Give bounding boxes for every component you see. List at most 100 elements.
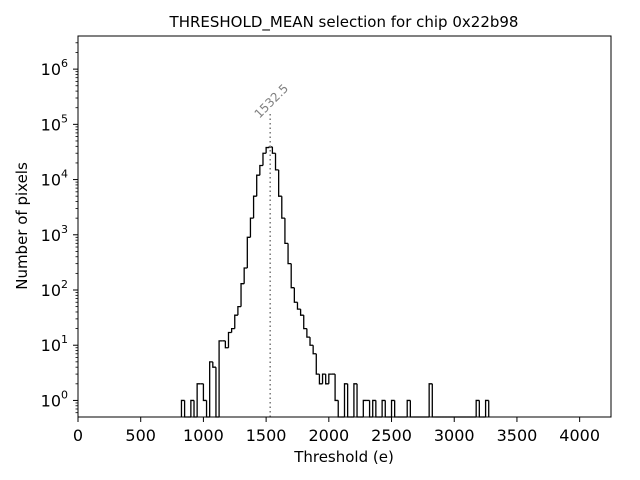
plot-area: 1532.5 (180, 81, 490, 418)
histogram-bin (271, 146, 276, 154)
histogram-bin (484, 399, 489, 417)
y-tick-label: 104 (41, 168, 68, 190)
histogram-bin (346, 383, 351, 418)
histogram-bin (278, 169, 282, 197)
histogram-bin (190, 399, 195, 417)
histogram-bin (281, 196, 285, 219)
histogram-bin (406, 399, 411, 417)
histogram-bin (243, 267, 248, 284)
histogram-bin (259, 164, 263, 176)
y-tick-base: 10 (41, 336, 61, 355)
y-tick-base: 10 (41, 226, 61, 245)
y-tick-label: 105 (41, 112, 68, 134)
x-tick-label: 2000 (308, 426, 349, 445)
histogram-bin (224, 340, 229, 349)
histogram-bin (287, 243, 292, 265)
x-tick-label: 4000 (559, 426, 600, 445)
histogram-bin (390, 399, 395, 417)
histogram-bin (212, 361, 216, 368)
histogram-bin (312, 345, 317, 355)
x-tick-label: 500 (125, 426, 156, 445)
histogram-bin (290, 263, 295, 289)
y-tick-base: 10 (41, 60, 61, 79)
y-tick-base: 10 (41, 391, 61, 410)
histogram-bin (284, 218, 289, 244)
histogram-bin (381, 399, 386, 417)
histogram-bin (375, 400, 379, 418)
histogram-bin (362, 399, 367, 417)
y-tick-label: 106 (41, 57, 68, 79)
y-tick-label: 102 (41, 278, 68, 300)
x-tick-label: 3500 (497, 426, 538, 445)
histogram-bin (218, 340, 223, 417)
histogram-bin (237, 305, 242, 316)
mean-threshold-label: 1532.5 (252, 81, 292, 121)
histogram-bin (268, 146, 273, 148)
histogram-bin (196, 383, 201, 417)
histogram-bin (209, 361, 213, 417)
histogram-bin (256, 174, 260, 197)
histogram-bin (183, 400, 188, 418)
histogram-bin (299, 309, 304, 316)
histogram-bin (315, 353, 320, 375)
y-tick-base: 10 (41, 281, 61, 300)
histogram-bin (306, 328, 311, 338)
histogram-bin (240, 283, 245, 307)
y-tick-label: 103 (41, 223, 68, 245)
y-tick-exponent: 5 (61, 112, 68, 125)
y-tick-exponent: 4 (61, 168, 68, 181)
histogram-bin (246, 236, 251, 269)
x-axis-label: Threshold (e) (293, 448, 394, 466)
x-tick-label: 1500 (246, 426, 287, 445)
axes-frame (77, 35, 612, 418)
histogram-bin (262, 152, 267, 166)
histogram-bin (325, 374, 329, 385)
histogram-bin (394, 400, 398, 418)
histogram-bin (293, 287, 298, 303)
histogram-bin (274, 153, 279, 171)
histogram-bin (475, 399, 480, 417)
y-tick-exponent: 1 (61, 333, 68, 346)
histogram-bin (431, 383, 436, 418)
histogram-bin (202, 383, 207, 402)
histogram-bin (356, 383, 361, 418)
histogram-bin (249, 217, 254, 238)
histogram-bin (227, 331, 232, 348)
histogram-bin (409, 400, 414, 418)
x-tick-label: 3000 (434, 426, 475, 445)
histogram-bin (478, 400, 483, 418)
x-tick-label: 1000 (183, 426, 224, 445)
histogram-bin (265, 146, 270, 154)
y-tick-base: 10 (41, 115, 61, 134)
y-tick-label: 101 (41, 333, 68, 355)
histogram-bin (334, 374, 339, 402)
x-tick-label: 2500 (371, 426, 412, 445)
histogram-bin (337, 400, 342, 418)
histogram-bin (343, 383, 348, 417)
histogram-bin (321, 373, 326, 384)
histogram-bin (230, 327, 235, 333)
histogram-bin (180, 399, 185, 417)
y-tick-exponent: 3 (61, 223, 68, 236)
y-tick-exponent: 2 (61, 278, 68, 291)
histogram-bin (318, 374, 323, 385)
histogram-bin (296, 302, 301, 310)
y-tick-exponent: 6 (61, 57, 68, 70)
histogram-bin (252, 195, 257, 219)
y-tick-label: 100 (41, 388, 68, 410)
histogram-bin (328, 373, 332, 384)
y-tick-exponent: 0 (61, 388, 68, 401)
axes: 0 500 1000 1500 2000 2500 3000 3500 400010010110… (41, 35, 612, 445)
chart-title: THRESHOLD_MEAN selection for chip 0x22b9… (169, 13, 519, 32)
y-tick-base: 10 (41, 171, 61, 190)
histogram-bin (309, 337, 314, 346)
histogram-bin (353, 383, 358, 417)
histogram-bin (428, 383, 433, 417)
histogram-bin (303, 315, 307, 330)
x-tick-label: 0 (73, 426, 83, 445)
histogram-bin (372, 399, 376, 417)
histogram-bin (234, 314, 238, 329)
y-axis-label: Number of pixels (13, 162, 31, 290)
histogram-bin (384, 400, 389, 418)
